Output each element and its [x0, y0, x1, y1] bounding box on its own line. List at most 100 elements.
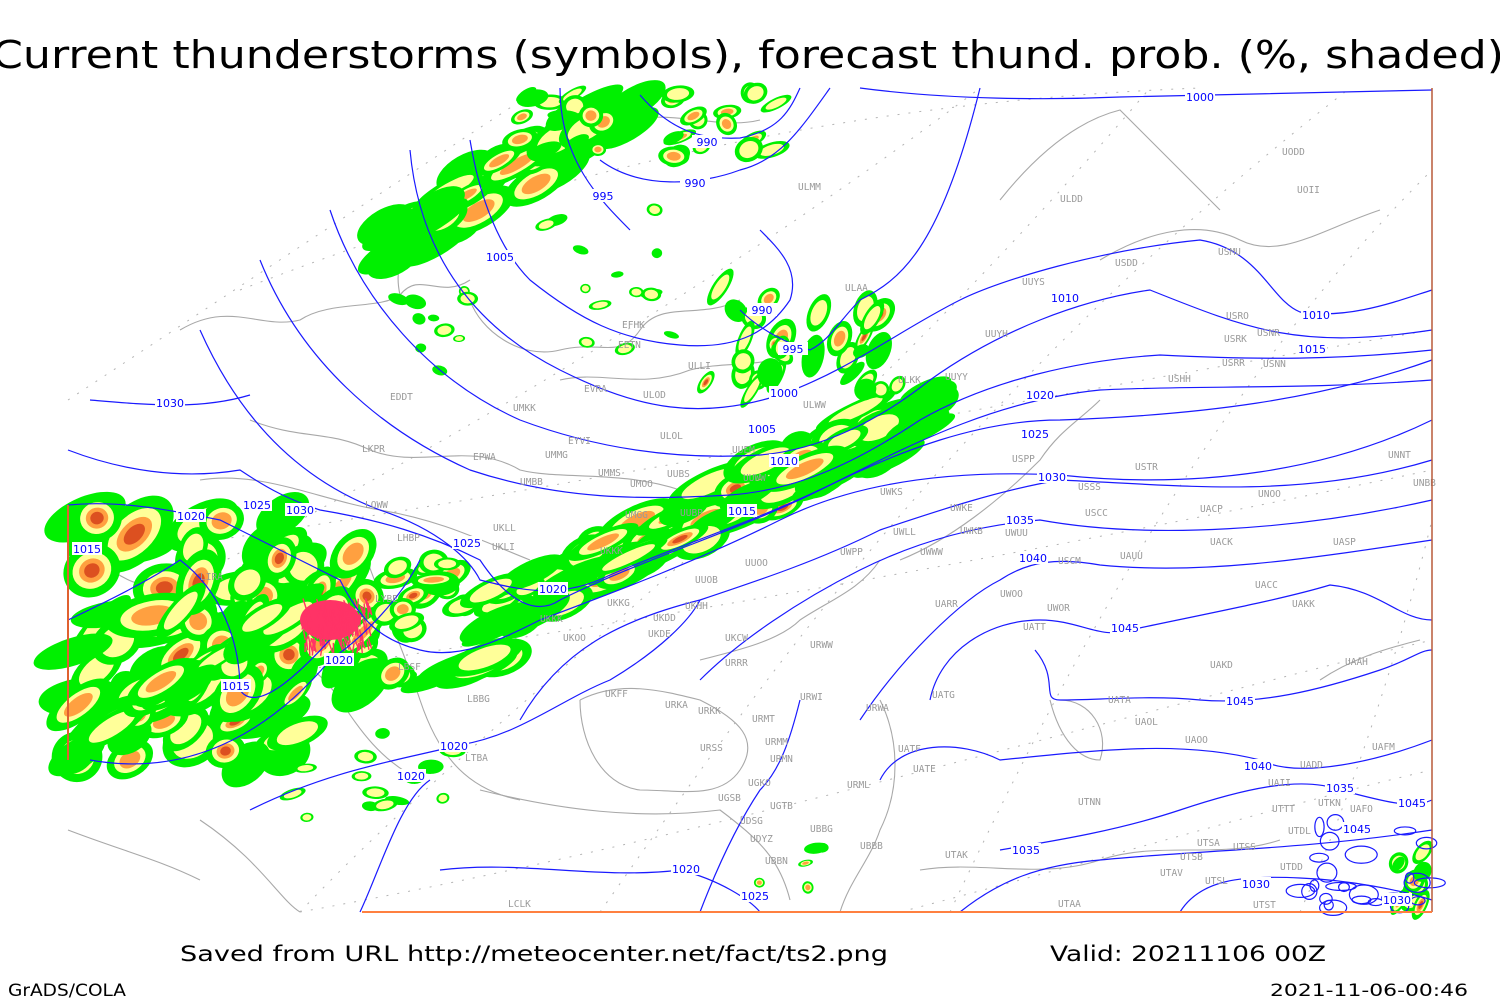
probability-cell-prob-mid: [437, 325, 452, 335]
isobar-label: 1015: [222, 680, 250, 693]
probability-cell-prob-high: [802, 861, 809, 865]
probability-cell-prob-mid: [828, 397, 883, 425]
probability-cell-prob-low: [651, 248, 663, 259]
isobar-label: 1030: [1242, 878, 1270, 891]
isobar-label: 1005: [486, 251, 514, 264]
station-label: UKOO: [563, 633, 586, 644]
probability-cell-prob-mid: [858, 414, 899, 442]
probability-cell-prob-mid: [297, 765, 314, 772]
thunderstorm-symbol: [302, 630, 307, 640]
thunderstorm-symbol: [301, 616, 305, 630]
probability-cell-prob-high: [585, 110, 597, 121]
grid-line: [299, 639, 1433, 913]
probability-cell-prob-max: [90, 511, 104, 525]
probability-cell-prob-high: [833, 330, 846, 347]
station-label: LYBE: [375, 594, 398, 605]
isobar-line: [67, 419, 1433, 654]
probability-cell-prob-low: [427, 314, 440, 322]
grid-line: [67, 87, 541, 401]
probability-cell-prob-low: [564, 134, 589, 151]
probability-cell-prob-mid: [891, 378, 903, 392]
thunderstorm-symbol: [323, 605, 328, 620]
probability-cell-prob-max: [703, 379, 709, 386]
isobar-label-bg: [221, 679, 251, 692]
isobar-ring: [1309, 852, 1330, 863]
isobar-label: 1020: [397, 770, 425, 783]
thunderstorm-symbol: [329, 623, 333, 636]
probability-cell-prob-high: [785, 458, 824, 480]
station-label: UACK: [1210, 537, 1233, 548]
border-line: [699, 559, 881, 661]
probability-cell-prob-low: [663, 331, 679, 339]
isobar-ring: [1326, 814, 1345, 831]
probability-cell-prob-mid: [765, 97, 787, 110]
probability-cell-prob-high: [666, 151, 681, 161]
station-label: UKFF: [605, 689, 628, 700]
isobar-line: [739, 87, 981, 351]
probability-cell-prob-low: [854, 378, 877, 401]
valid-time-text: Valid: 20211106 00Z: [1050, 942, 1326, 966]
isobar-label-bg: [588, 189, 618, 202]
station-label: UOII: [1297, 185, 1320, 196]
station-label: UBBN: [765, 856, 788, 867]
isobar-label: 1015: [728, 505, 756, 518]
border-line: [919, 839, 1281, 871]
border-line: [179, 279, 471, 331]
station-label: URMM: [765, 737, 788, 748]
probability-cell-prob-mid: [538, 220, 554, 229]
thunderstorm-symbol: [309, 627, 317, 638]
station-label: UNBB: [1413, 478, 1436, 489]
isobar-label: 1025: [243, 499, 271, 512]
station-label: UTSL: [1205, 876, 1228, 887]
station-label: UAFO: [1350, 804, 1373, 815]
station-label: UWOO: [1000, 589, 1023, 600]
probability-cell-prob-mid: [394, 615, 419, 629]
station-label: UUOB: [695, 575, 718, 586]
probability-cell-prob-low: [404, 294, 427, 310]
station-label: UMGG: [625, 510, 648, 521]
station-label: ULMM: [798, 182, 821, 193]
station-label: UTAK: [945, 850, 968, 861]
isobar-ring: [1337, 882, 1350, 893]
isobar-ring: [1318, 899, 1348, 917]
probability-cell-prob-mid: [388, 560, 407, 575]
station-label: LTBA: [465, 753, 488, 764]
thunderstorm-symbol: [306, 613, 310, 627]
thunderstorm-symbol: [325, 630, 330, 644]
probability-cell-prob-high: [396, 604, 409, 615]
station-label: UMBB: [520, 477, 543, 488]
isobar-label: 1045: [1111, 622, 1139, 635]
station-label: UAOO: [1185, 735, 1208, 746]
isobar-label-bg: [747, 303, 777, 316]
probability-cell-prob-max: [84, 563, 100, 578]
probability-cell-prob-low: [459, 602, 533, 644]
station-label: UUBS: [667, 469, 690, 480]
station-label: UATG: [932, 690, 955, 701]
station-label: USMU: [1218, 247, 1241, 258]
isobar-label: 1020: [1026, 389, 1054, 402]
thunderstorm-symbol: [342, 608, 347, 622]
probability-cell-prob-low: [163, 668, 213, 705]
probability-cell-prob-mid: [759, 143, 784, 156]
isobar-label-bg: [1342, 822, 1372, 835]
isobar-label-bg: [1241, 877, 1271, 890]
isobar-label-bg: [1005, 513, 1035, 526]
isobar-label-bg: [396, 769, 426, 782]
station-label: LCLK: [508, 899, 531, 910]
isobar-line: [929, 584, 1433, 701]
isobar-label: 990: [697, 136, 718, 149]
isobar-line: [879, 739, 1433, 781]
station-label: UAOL: [1135, 717, 1158, 728]
station-label: UBBG: [810, 824, 833, 835]
station-label: UUWW: [743, 473, 766, 484]
isobar-label-bg: [176, 509, 206, 522]
border-line: [249, 419, 681, 491]
map-title: Current thunderstorms (symbols), forecas…: [0, 33, 1500, 77]
probability-cell-prob-low: [815, 842, 829, 853]
probability-cell-prob-high: [63, 692, 93, 717]
thunderstorm-symbol: [338, 638, 344, 650]
station-label: UUYS: [1022, 277, 1045, 288]
isobar-line: [859, 87, 1433, 100]
isobar-ring: [1316, 862, 1338, 883]
station-label: URWA: [866, 703, 889, 714]
